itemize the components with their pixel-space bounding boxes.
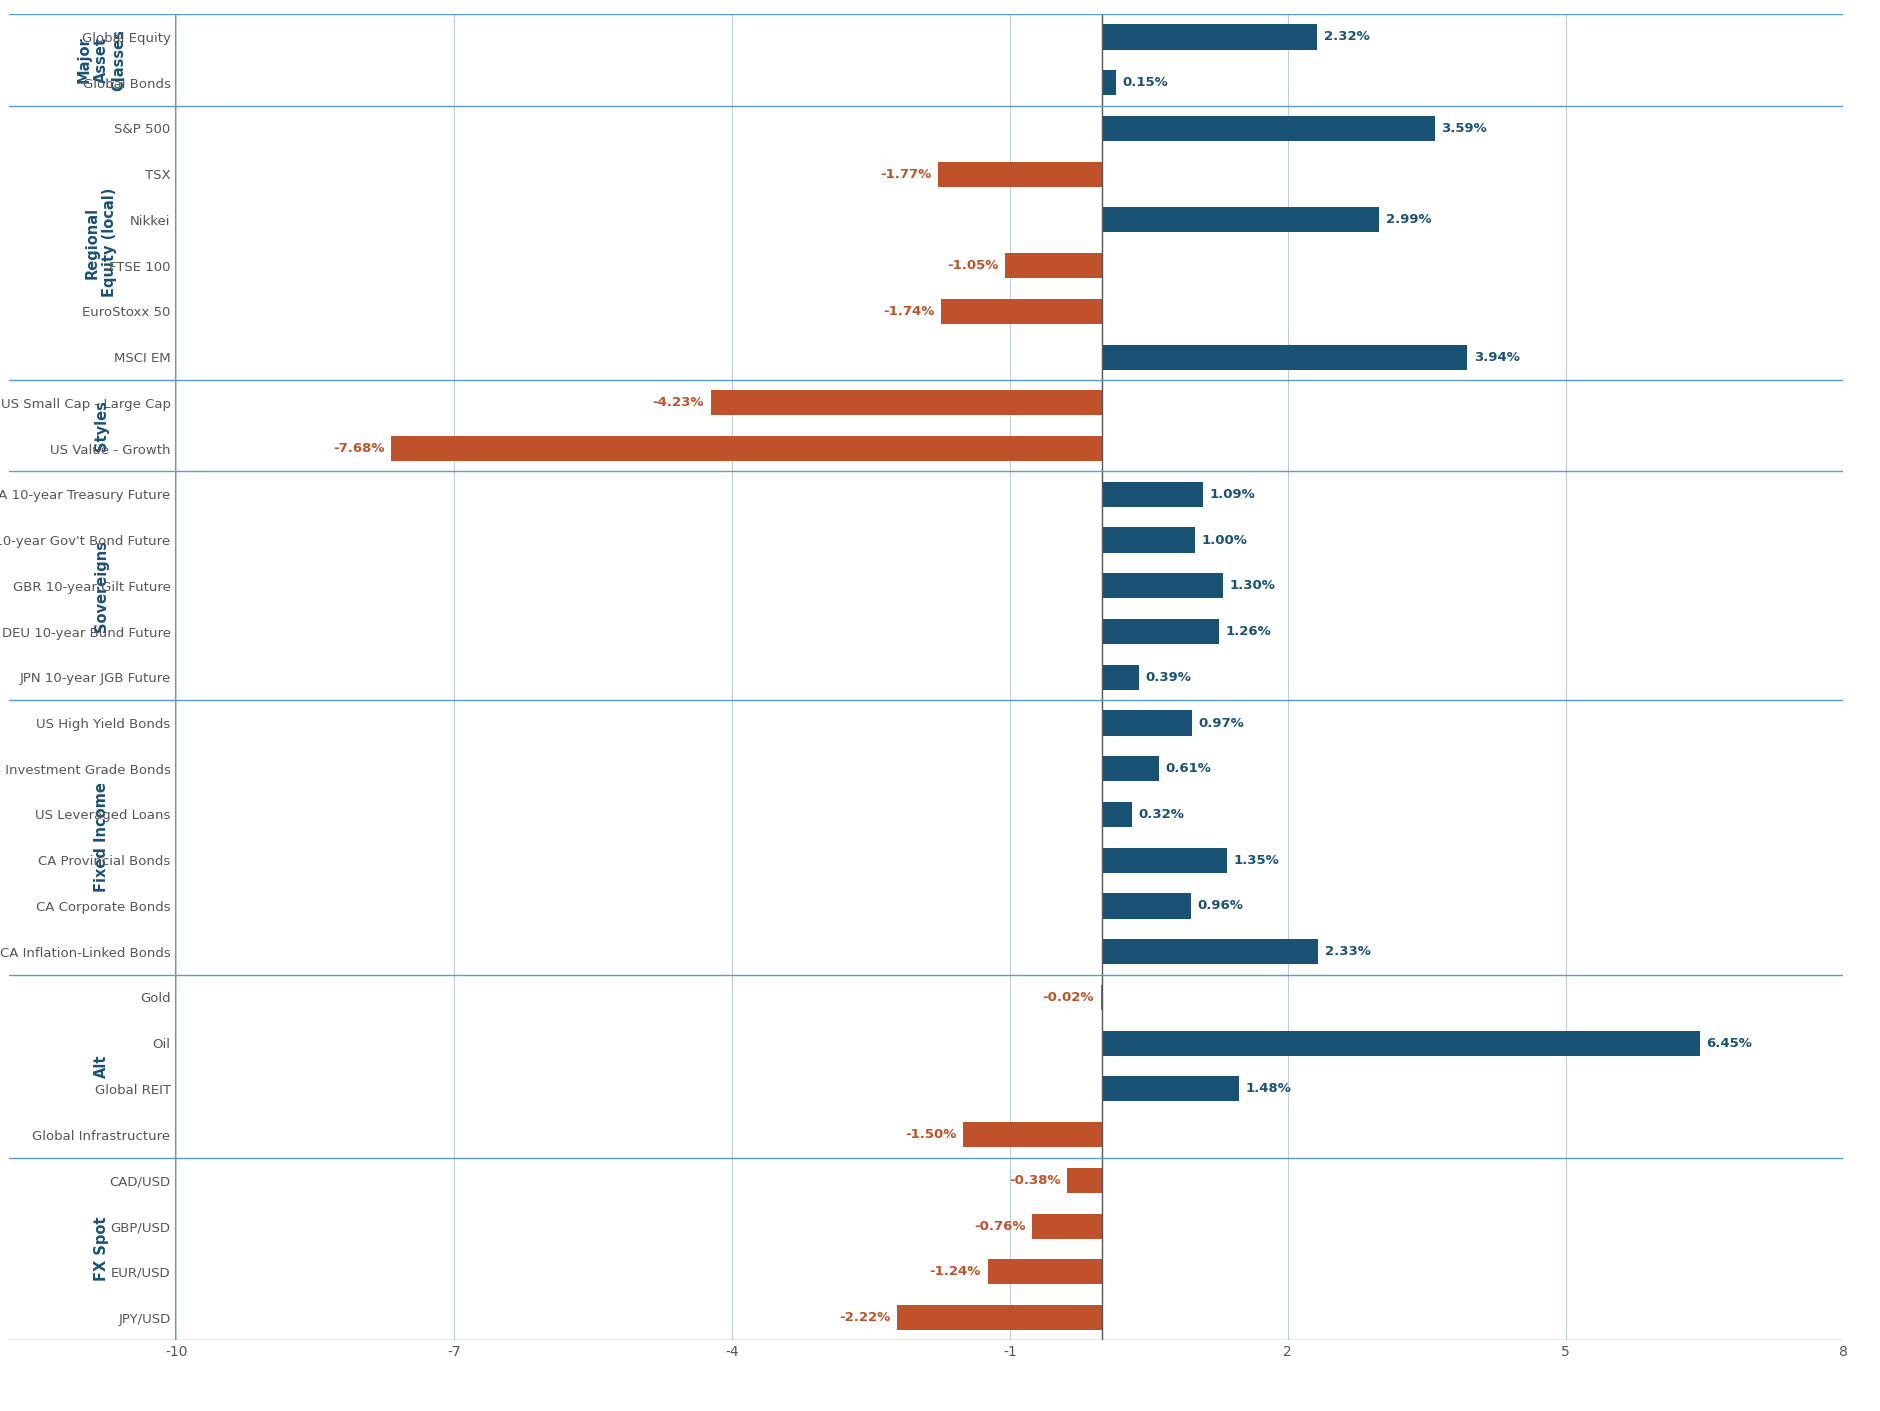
Text: -1.74%: -1.74% [884, 305, 934, 317]
Bar [1102, 801, 1132, 827]
Bar [1102, 481, 1203, 507]
Text: Major
Asset
Classes: Major Asset Classes [77, 28, 126, 90]
Text: -1.50%: -1.50% [904, 1129, 957, 1141]
Text: 6.45%: 6.45% [1705, 1037, 1752, 1050]
Text: 1.00%: 1.00% [1201, 533, 1246, 546]
Text: Styles: Styles [94, 401, 109, 452]
Text: 1.30%: 1.30% [1230, 580, 1275, 593]
Bar [938, 162, 1102, 186]
Bar [391, 436, 1102, 461]
Bar [1102, 573, 1222, 598]
Bar [1102, 71, 1115, 96]
Text: 3.59%: 3.59% [1440, 121, 1487, 135]
Text: 1.48%: 1.48% [1245, 1082, 1292, 1095]
Bar [940, 299, 1102, 325]
Text: 2.33%: 2.33% [1324, 945, 1371, 958]
Text: Sovereigns: Sovereigns [94, 540, 109, 632]
Bar [1102, 1030, 1700, 1055]
Bar [987, 1259, 1102, 1284]
Bar [1102, 756, 1158, 782]
Text: Alt: Alt [94, 1054, 109, 1078]
Text: -0.76%: -0.76% [974, 1219, 1025, 1233]
Bar [1102, 207, 1378, 233]
Bar [1032, 1213, 1102, 1239]
Bar [1102, 344, 1466, 370]
Text: -7.68%: -7.68% [333, 442, 384, 456]
Text: -0.02%: -0.02% [1042, 991, 1094, 1005]
Text: FX Spot: FX Spot [94, 1216, 109, 1281]
Text: -1.77%: -1.77% [880, 168, 931, 181]
Bar [711, 391, 1102, 415]
Text: 3.94%: 3.94% [1474, 350, 1519, 364]
Text: 2.32%: 2.32% [1324, 31, 1369, 44]
Bar [1102, 710, 1192, 735]
Bar [1102, 116, 1434, 141]
Text: 0.39%: 0.39% [1145, 670, 1190, 684]
Bar [1102, 24, 1316, 49]
Bar [1004, 253, 1102, 278]
Text: 1.35%: 1.35% [1233, 854, 1278, 866]
Bar [1102, 1077, 1239, 1102]
Text: 1.26%: 1.26% [1226, 625, 1271, 638]
Text: 0.15%: 0.15% [1122, 76, 1167, 89]
Bar [1102, 665, 1137, 690]
Text: Regional
Equity (local): Regional Equity (local) [85, 188, 117, 298]
Text: 0.96%: 0.96% [1198, 899, 1243, 913]
Text: 1.09%: 1.09% [1209, 488, 1256, 501]
Bar [963, 1122, 1102, 1147]
Bar [897, 1305, 1102, 1331]
Text: 0.32%: 0.32% [1137, 809, 1184, 821]
Text: 2.99%: 2.99% [1386, 213, 1431, 226]
Text: Fixed Income: Fixed Income [94, 783, 109, 892]
Bar [1102, 940, 1318, 964]
Bar [1066, 1168, 1102, 1192]
Text: 0.61%: 0.61% [1166, 762, 1211, 775]
Bar [1102, 528, 1194, 553]
Bar [1102, 619, 1218, 643]
Bar [1102, 848, 1228, 873]
Text: 0.97%: 0.97% [1198, 717, 1245, 729]
Text: -0.38%: -0.38% [1008, 1174, 1060, 1187]
Text: -1.24%: -1.24% [929, 1266, 981, 1278]
Text: -1.05%: -1.05% [948, 260, 998, 272]
Bar [1102, 893, 1190, 919]
Text: -2.22%: -2.22% [838, 1311, 889, 1324]
Text: -4.23%: -4.23% [652, 396, 703, 409]
